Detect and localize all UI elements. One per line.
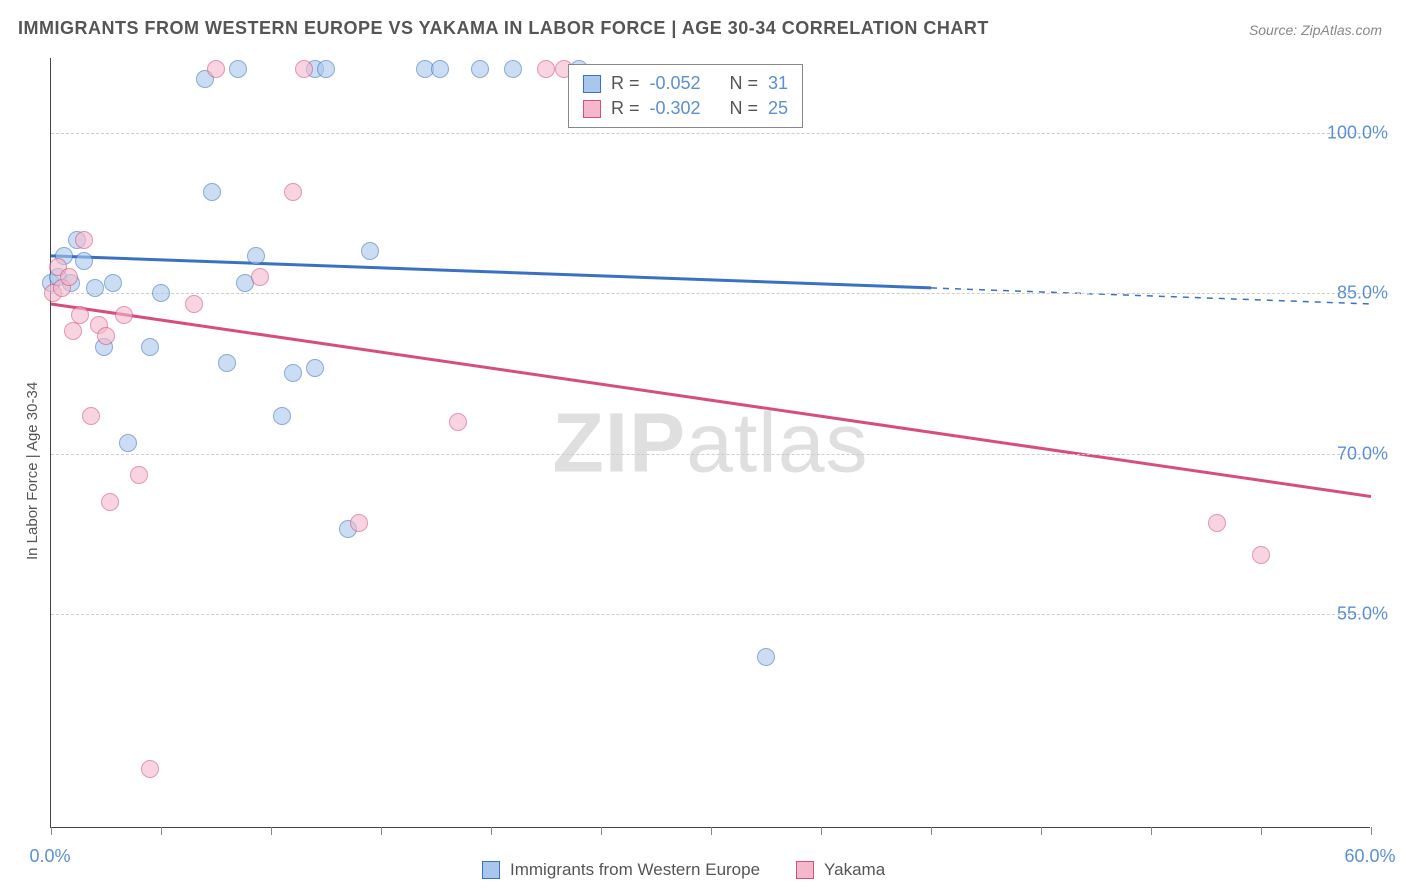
x-tick [271, 827, 272, 835]
legend-n-value: 31 [768, 73, 788, 94]
y-tick-label: 55.0% [1337, 604, 1388, 625]
data-point [130, 466, 148, 484]
data-point [449, 413, 467, 431]
data-point [104, 274, 122, 292]
data-point [247, 247, 265, 265]
data-point [71, 306, 89, 324]
data-point [1252, 546, 1270, 564]
data-point [119, 434, 137, 452]
y-axis-label: In Labor Force | Age 30-34 [24, 382, 41, 560]
data-point [284, 364, 302, 382]
x-tick-label: 60.0% [1344, 846, 1395, 867]
data-point [251, 268, 269, 286]
series-legend-item: Yakama [796, 860, 885, 880]
legend-row: R = -0.302 N = 25 [583, 96, 788, 121]
x-tick [161, 827, 162, 835]
legend-r-label: R = [611, 73, 640, 94]
legend-swatch [482, 861, 500, 879]
source-attribution: Source: ZipAtlas.com [1249, 22, 1382, 38]
legend-r-value: -0.052 [650, 73, 720, 94]
y-tick-label: 70.0% [1337, 443, 1388, 464]
data-point [757, 648, 775, 666]
chart-title: IMMIGRANTS FROM WESTERN EUROPE VS YAKAMA… [18, 18, 989, 39]
x-tick [711, 827, 712, 835]
y-tick-label: 85.0% [1337, 283, 1388, 304]
x-tick [51, 827, 52, 835]
data-point [306, 359, 324, 377]
watermark: ZIPatlas [552, 394, 868, 491]
data-point [207, 60, 225, 78]
data-point [75, 252, 93, 270]
trend-line [51, 304, 1371, 497]
data-point [273, 407, 291, 425]
series-legend: Immigrants from Western Europe Yakama [482, 860, 885, 880]
data-point [101, 493, 119, 511]
trend-lines [51, 58, 1371, 828]
data-point [537, 60, 555, 78]
data-point [141, 760, 159, 778]
x-tick [601, 827, 602, 835]
y-tick-label: 100.0% [1327, 122, 1388, 143]
x-tick [1261, 827, 1262, 835]
data-point [295, 60, 313, 78]
x-tick-label: 0.0% [29, 846, 70, 867]
x-tick [491, 827, 492, 835]
data-point [152, 284, 170, 302]
data-point [97, 327, 115, 345]
legend-n-label: N = [730, 73, 759, 94]
series-name: Immigrants from Western Europe [510, 860, 760, 880]
x-tick [1041, 827, 1042, 835]
data-point [185, 295, 203, 313]
watermark-rest: atlas [686, 395, 868, 489]
data-point [361, 242, 379, 260]
data-point [86, 279, 104, 297]
trend-line [51, 256, 931, 288]
x-tick [821, 827, 822, 835]
data-point [431, 60, 449, 78]
legend-n-label: N = [730, 98, 759, 119]
watermark-bold: ZIP [552, 395, 686, 489]
x-tick [931, 827, 932, 835]
legend-swatch [796, 861, 814, 879]
legend-r-label: R = [611, 98, 640, 119]
legend-row: R = -0.052 N = 31 [583, 71, 788, 96]
data-point [141, 338, 159, 356]
series-legend-item: Immigrants from Western Europe [482, 860, 760, 880]
data-point [218, 354, 236, 372]
grid-line [51, 293, 1370, 294]
legend-n-value: 25 [768, 98, 788, 119]
series-name: Yakama [824, 860, 885, 880]
data-point [284, 183, 302, 201]
data-point [317, 60, 335, 78]
legend-r-value: -0.302 [650, 98, 720, 119]
grid-line [51, 614, 1370, 615]
legend-swatch [583, 75, 601, 93]
data-point [504, 60, 522, 78]
grid-line [51, 133, 1370, 134]
plot-area: ZIPatlas [50, 58, 1370, 828]
data-point [64, 322, 82, 340]
data-point [229, 60, 247, 78]
data-point [471, 60, 489, 78]
trend-line-extrapolated [931, 288, 1371, 304]
data-point [203, 183, 221, 201]
data-point [82, 407, 100, 425]
data-point [1208, 514, 1226, 532]
data-point [350, 514, 368, 532]
data-point [115, 306, 133, 324]
grid-line [51, 454, 1370, 455]
legend-swatch [583, 100, 601, 118]
x-tick [381, 827, 382, 835]
x-tick [1371, 827, 1372, 835]
data-point [60, 268, 78, 286]
x-tick [1151, 827, 1152, 835]
data-point [75, 231, 93, 249]
correlation-legend: R = -0.052 N = 31 R = -0.302 N = 25 [568, 64, 803, 128]
